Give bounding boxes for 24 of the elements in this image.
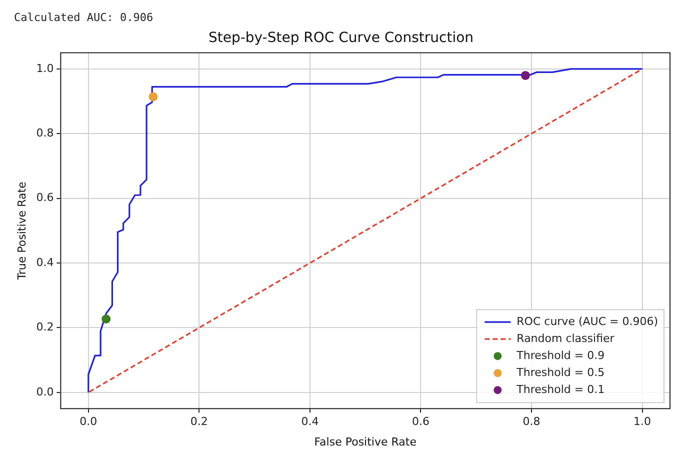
legend-label: Threshold = 0.5: [516, 366, 605, 379]
legend-label: Random classifier: [516, 332, 615, 345]
y-tick-label: 1.0: [36, 62, 54, 75]
x-axis-title: False Positive Rate: [314, 435, 417, 448]
x-tick-label: 0.4: [301, 415, 319, 428]
x-tick-label: 0.2: [190, 415, 208, 428]
x-tick-label: 0.6: [412, 415, 430, 428]
point: [102, 314, 111, 324]
legend-label: Threshold = 0.1: [516, 382, 605, 396]
x-tick-label: 0.0: [80, 415, 98, 428]
y-tick-label: 0.0: [36, 385, 54, 398]
y-tick-label: 0.2: [36, 320, 54, 334]
point: [520, 70, 530, 80]
legend-label: ROC curve (AUC = 0.906): [516, 314, 658, 328]
x-tick-label: 1.0: [634, 415, 652, 428]
y-tick-label: 0.8: [36, 126, 54, 140]
y-tick-label: 0.4: [36, 256, 54, 269]
text: Calculated AUC: 0.906: [13, 10, 154, 26]
chart-title: Step-by-Step ROC Curve Construction: [208, 30, 474, 46]
x-tick-label: 0.8: [522, 415, 540, 428]
y-axis-title: True Positive Rate: [15, 181, 28, 281]
y-tick-label: 0.6: [36, 191, 54, 204]
point: [148, 92, 158, 102]
legend-label: Threshold = 0.9: [516, 348, 605, 362]
